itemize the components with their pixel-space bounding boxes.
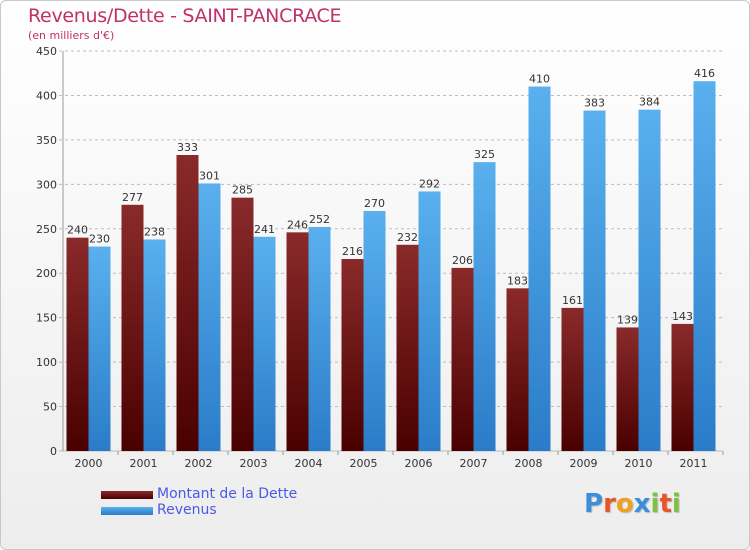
data-label: 139 (617, 313, 638, 326)
bar-dette-2009 (561, 307, 584, 451)
proxiti-logo: Proxiti (584, 489, 681, 519)
y-tick-label: 450 (36, 45, 57, 58)
legend-label-debt: Montant de la Dette (157, 486, 298, 502)
bar-revenus-2003 (253, 236, 276, 451)
data-label: 206 (452, 254, 473, 267)
logo-letter: P (584, 489, 604, 519)
bar-dette-2001 (121, 204, 144, 451)
x-tick-label: 2002 (185, 457, 213, 470)
data-label: 277 (122, 191, 143, 204)
y-tick-label: 150 (36, 312, 57, 325)
y-tick-label: 250 (36, 223, 57, 236)
data-label: 252 (309, 213, 330, 226)
bar-dette-2000 (66, 237, 89, 451)
data-label: 410 (529, 73, 550, 86)
bar-dette-2002 (176, 155, 199, 451)
bar-revenus-2004 (308, 227, 331, 451)
data-label: 216 (342, 245, 363, 258)
legend-label-revenus: Revenus (157, 502, 217, 518)
grid (59, 50, 724, 455)
data-label: 246 (287, 218, 308, 231)
x-tick-label: 2011 (680, 457, 708, 470)
data-label: 416 (694, 67, 715, 80)
legend-swatch-revenus (101, 507, 153, 515)
data-label: 384 (639, 96, 660, 109)
x-tick-label: 2009 (570, 457, 598, 470)
data-label: 183 (507, 274, 528, 287)
data-label: 325 (474, 148, 495, 161)
bar-revenus-2001 (143, 239, 166, 451)
bar-revenus-2011 (693, 81, 716, 451)
data-label: 301 (199, 169, 220, 182)
x-tick-label: 2003 (240, 457, 268, 470)
data-label: 232 (397, 231, 418, 244)
y-tick-label: 200 (36, 267, 57, 280)
x-tick-label: 2007 (460, 457, 488, 470)
y-tick-label: 100 (36, 356, 57, 369)
x-tick-label: 2008 (515, 457, 543, 470)
data-label: 161 (562, 294, 583, 307)
chart-title: Revenus/Dette - SAINT-PANCRACE (28, 5, 342, 27)
bar-revenus-2002 (198, 183, 221, 451)
data-label: 230 (89, 233, 110, 246)
bar-revenus-2010 (638, 109, 661, 452)
bar-revenus-2008 (528, 86, 551, 452)
data-label: 143 (672, 310, 693, 323)
data-label: 292 (419, 177, 440, 190)
data-label: 383 (584, 97, 605, 110)
bar-revenus-2000 (88, 246, 111, 451)
chart-subtitle: (en milliers d'€) (28, 29, 115, 42)
bar-dette-2005 (341, 259, 364, 451)
logo-letter: o (615, 489, 634, 519)
data-label: 240 (67, 224, 88, 237)
logo-letter: i (650, 489, 660, 519)
logo-letter: i (671, 489, 681, 519)
data-label: 285 (232, 184, 253, 197)
data-label: 333 (177, 141, 198, 154)
bar-revenus-2005 (363, 211, 386, 451)
x-tick-label: 2005 (350, 457, 378, 470)
bar-dette-2008 (506, 288, 529, 451)
bar-revenus-2007 (473, 162, 496, 451)
bar-revenus-2006 (418, 191, 441, 451)
bar-dette-2011 (671, 323, 694, 451)
x-tick-label: 2010 (625, 457, 653, 470)
y-tick-label: 400 (36, 89, 57, 102)
data-label: 241 (254, 223, 275, 236)
bars (66, 81, 716, 452)
bar-dette-2007 (451, 267, 474, 451)
bar-revenus-2009 (583, 110, 606, 452)
x-tick-label: 2000 (75, 457, 103, 470)
bar-dette-2006 (396, 244, 419, 451)
x-tick-label: 2004 (295, 457, 323, 470)
bar-dette-2004 (286, 232, 309, 451)
x-tick-label: 2001 (130, 457, 158, 470)
legend-swatch-debt (101, 491, 153, 499)
logo-letter: r (603, 489, 616, 519)
logo-letter: t (659, 489, 672, 519)
y-tick-label: 300 (36, 178, 57, 191)
data-label: 270 (364, 197, 385, 210)
data-label: 238 (144, 225, 165, 238)
bar-dette-2010 (616, 327, 639, 451)
y-tick-label: 350 (36, 134, 57, 147)
y-tick-label: 50 (43, 401, 57, 414)
x-tick-label: 2006 (405, 457, 433, 470)
y-tick-label: 0 (50, 445, 57, 458)
logo-letter: x (633, 489, 651, 519)
bar-dette-2003 (231, 197, 254, 451)
